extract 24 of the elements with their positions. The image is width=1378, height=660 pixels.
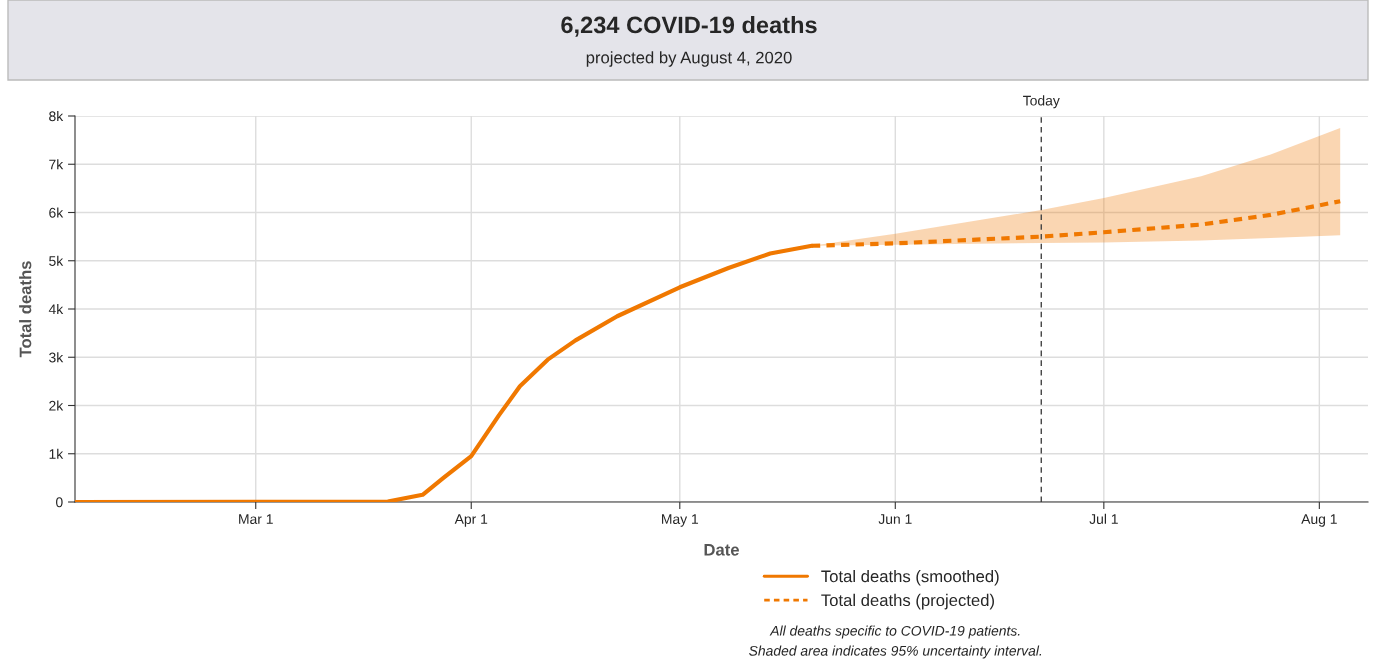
y-tick-label: 5k [49,255,64,266]
chart-title: 6,234 COVID-19 deaths [561,16,817,37]
y-tick-label: 3k [49,352,64,363]
x-tick-label: Apr 1 [454,514,488,527]
text: Shaded area indicates 95% uncertainty interval. [749,645,1042,659]
ref-line-label: Today [1023,95,1060,109]
chart-subtitle: projected by August 4, 2020 [586,51,792,67]
x-tick-label: Jun 1 [878,514,912,525]
legend-label: Total deaths (smoothed) [821,570,999,586]
y-axis-title: Total deaths [19,261,32,358]
x-tick-label: Mar 1 [239,514,273,525]
x-axis-title: Date [704,544,739,556]
y-tick-label: 1k [49,448,64,459]
y-tick-label: 8k [49,110,64,122]
y-tick-label: 2k [49,400,64,411]
y-tick-label: 0 [56,497,63,508]
y-tick-label: 6k [49,207,64,218]
x-tick-label: Jul 1 [1089,513,1118,525]
y-tick-label: 7k [49,159,64,170]
x-tick-label: May 1 [662,514,699,527]
x-tick-label: Aug 1 [1301,514,1337,527]
text: All deaths specific to COVID-19 patients. [769,625,1020,639]
legend-label: Total deaths (projected) [821,593,994,610]
y-tick-label: 4k [48,303,64,315]
